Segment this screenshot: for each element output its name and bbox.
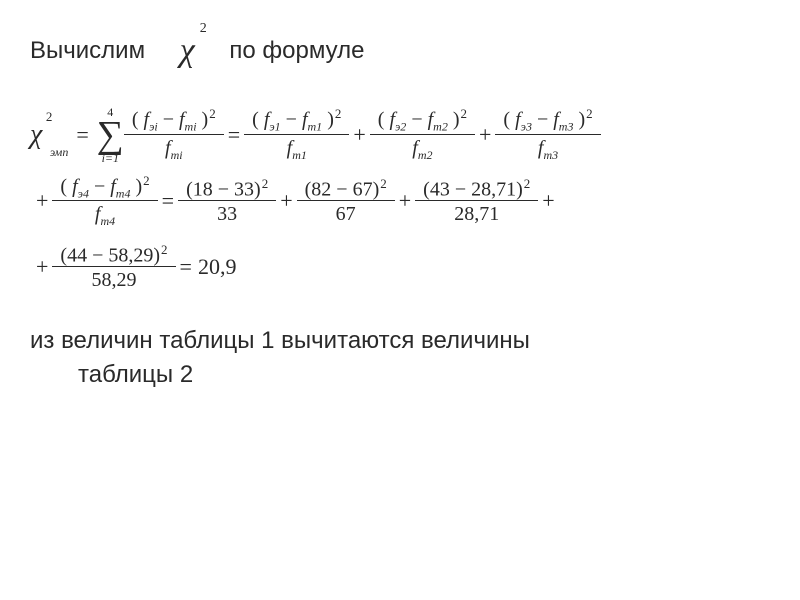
plus: + xyxy=(353,120,365,150)
chi-exp: 2 xyxy=(200,20,207,39)
plus: + xyxy=(280,186,292,216)
heading: Вычислим χ 2 по формуле xyxy=(30,28,770,74)
result-value: 20,9 xyxy=(198,252,237,282)
chi-glyph: χ xyxy=(30,119,42,150)
footer-line-1: из величин таблицы 1 вычитаются величины xyxy=(30,327,530,354)
chi-emp: χ 2 эмп xyxy=(30,116,42,154)
heading-left: Вычислим xyxy=(30,35,145,67)
frac-sym-1: ( fэ1 − fm1 )2 fm1 xyxy=(248,107,345,162)
frac-general: ( fэi − fmi )2 fmi xyxy=(128,107,220,162)
heading-right: по формуле xyxy=(229,35,364,67)
frac-sym-2: ( fэ2 − fm2 )2 fm2 xyxy=(374,107,471,162)
plus: + xyxy=(399,186,411,216)
chi-sub: эмп xyxy=(50,144,69,160)
frac-num-2: (82 − 67)2 67 xyxy=(301,177,391,226)
frac-sym-3: ( fэ3 − fm3 )2 fm3 xyxy=(499,107,596,162)
frac-sym-4: ( fэ4 − fm4 )2 fm4 xyxy=(56,174,153,229)
equals: = xyxy=(228,120,240,150)
plus: + xyxy=(36,252,48,282)
formula-row-3: + (44 − 58,29)2 58,29 = 20,9 xyxy=(30,238,770,296)
equals: = xyxy=(76,120,88,150)
equals: = xyxy=(162,186,174,216)
footer-line-2: таблицы 2 xyxy=(30,358,770,392)
formula-row-1: χ 2 эмп = 4 ∑ i=1 ( fэi − fmi )2 fmi = (… xyxy=(30,106,770,164)
plus: + xyxy=(36,186,48,216)
sigma-bottom: i=1 xyxy=(102,152,119,164)
plus-trailing: + xyxy=(542,186,554,216)
frac-num-3: (43 − 28,71)2 28,71 xyxy=(419,177,534,226)
formula-row-2: + ( fэ4 − fm4 )2 fm4 = (18 − 33)2 33 + (… xyxy=(30,172,770,230)
sigma-symbol: ∑ xyxy=(97,118,124,152)
chi-glyph: χ xyxy=(180,32,195,69)
frac-num-4: (44 − 58,29)2 58,29 xyxy=(56,243,171,292)
equals: = xyxy=(180,252,192,282)
formula-block: χ 2 эмп = 4 ∑ i=1 ( fэi − fmi )2 fmi = (… xyxy=(30,106,770,296)
plus: + xyxy=(479,120,491,150)
chi-symbol-heading: χ 2 xyxy=(180,28,195,74)
frac-num-1: (18 − 33)2 33 xyxy=(182,177,272,226)
sigma: 4 ∑ i=1 xyxy=(97,106,124,164)
slide: Вычислим χ 2 по формуле χ 2 эмп = 4 ∑ i=… xyxy=(0,0,800,419)
chi-sup: 2 xyxy=(46,108,53,126)
footer-text: из величин таблицы 1 вычитаются величины… xyxy=(30,324,770,391)
